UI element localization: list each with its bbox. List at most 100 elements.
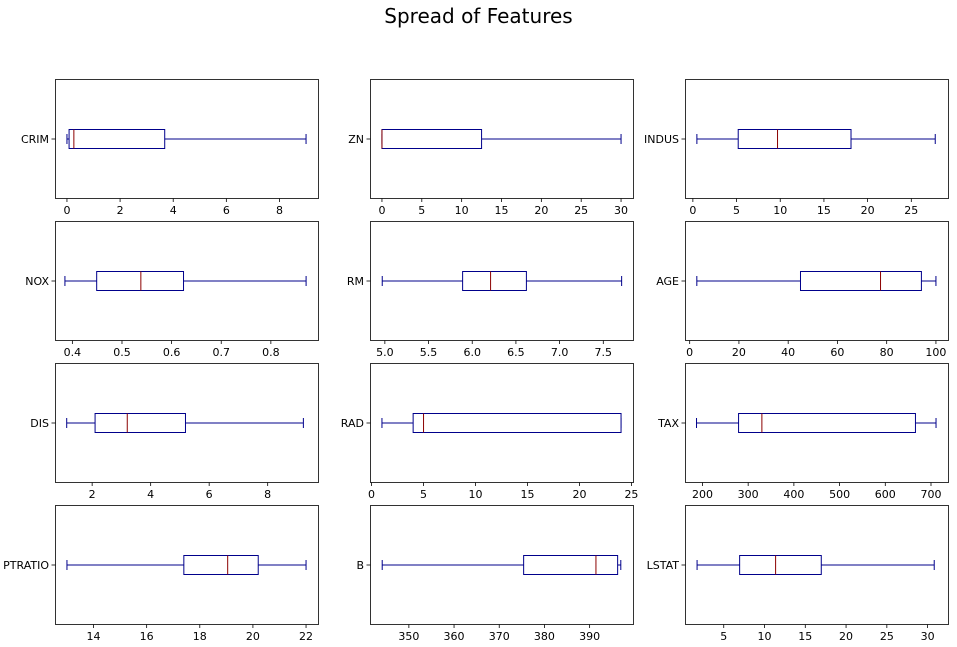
x-tick-label: 380 bbox=[534, 630, 555, 643]
y-tick-label: CRIM bbox=[21, 133, 49, 146]
x-tick-label: 100 bbox=[925, 346, 946, 359]
x-tick-label: 10 bbox=[469, 488, 483, 501]
x-tick-label: 5 bbox=[733, 204, 740, 217]
x-tick-label: 0.5 bbox=[113, 346, 131, 359]
subplot-tax: TAX 200 300 400 500 600 700 bbox=[657, 363, 949, 501]
x-tick-label: 30 bbox=[614, 204, 628, 217]
x-tick-label: 20 bbox=[861, 204, 875, 217]
subplot-zn: ZN 0 5 10 15 20 25 30 bbox=[348, 79, 634, 217]
iqr-box bbox=[412, 413, 622, 433]
subplot-rm: RM 5.0 5.5 6.0 6.5 7.0 7.5 bbox=[347, 221, 634, 359]
y-tick-label: LSTAT bbox=[647, 559, 680, 572]
subplot-age: AGE 0 20 40 60 80 100 bbox=[656, 221, 949, 359]
subplot-b: B 350 360 370 380 390 bbox=[356, 505, 634, 643]
x-tick-label: 8 bbox=[264, 488, 271, 501]
iqr-box bbox=[739, 555, 822, 575]
x-tick-label: 40 bbox=[781, 346, 795, 359]
y-tick-label: TAX bbox=[657, 417, 679, 430]
x-tick-label: 4 bbox=[147, 488, 154, 501]
x-tick-label: 80 bbox=[880, 346, 894, 359]
x-tick-label: 2 bbox=[117, 204, 124, 217]
x-tick-label: 200 bbox=[692, 488, 713, 501]
x-tick-label: 6.0 bbox=[463, 346, 481, 359]
subplot-lstat: LSTAT 5 10 15 20 25 30 bbox=[647, 505, 949, 643]
x-tick-label: 300 bbox=[738, 488, 759, 501]
y-tick-label: ZN bbox=[348, 133, 364, 146]
x-tick-label: 18 bbox=[193, 630, 207, 643]
y-tick-label: NOX bbox=[25, 275, 49, 288]
subplot-nox: NOX 0.4 0.5 0.6 0.7 0.8 bbox=[25, 221, 319, 359]
x-tick-label: 5 bbox=[720, 630, 727, 643]
iqr-box bbox=[381, 129, 483, 149]
x-tick-label: 20 bbox=[572, 488, 586, 501]
iqr-box bbox=[68, 129, 166, 149]
x-tick-label: 2 bbox=[89, 488, 96, 501]
x-tick-label: 20 bbox=[732, 346, 746, 359]
x-tick-label: 25 bbox=[880, 630, 894, 643]
x-tick-label: 25 bbox=[904, 204, 918, 217]
x-tick-label: 0 bbox=[686, 346, 693, 359]
x-tick-label: 5 bbox=[418, 204, 425, 217]
x-tick-label: 20 bbox=[534, 204, 548, 217]
x-tick-label: 6 bbox=[223, 204, 230, 217]
x-tick-label: 30 bbox=[921, 630, 935, 643]
iqr-box bbox=[94, 413, 186, 433]
x-tick-label: 10 bbox=[758, 630, 772, 643]
iqr-box bbox=[738, 413, 916, 433]
x-tick-label: 15 bbox=[817, 204, 831, 217]
iqr-box bbox=[96, 271, 185, 291]
x-tick-label: 10 bbox=[455, 204, 469, 217]
x-tick-label: 8 bbox=[276, 204, 283, 217]
x-tick-label: 600 bbox=[875, 488, 896, 501]
x-tick-label: 5.5 bbox=[420, 346, 438, 359]
subplot-rad: RAD 0 5 10 15 20 25 bbox=[341, 363, 638, 501]
x-tick-label: 500 bbox=[829, 488, 850, 501]
y-tick-label: AGE bbox=[656, 275, 679, 288]
y-tick-label: RM bbox=[347, 275, 364, 288]
x-tick-label: 7.0 bbox=[551, 346, 569, 359]
y-tick-label: DIS bbox=[30, 417, 49, 430]
x-tick-label: 5.0 bbox=[376, 346, 394, 359]
x-tick-label: 22 bbox=[299, 630, 313, 643]
x-tick-label: 0.7 bbox=[212, 346, 230, 359]
x-tick-label: 350 bbox=[398, 630, 419, 643]
iqr-box bbox=[799, 271, 922, 291]
x-tick-label: 390 bbox=[579, 630, 600, 643]
x-tick-label: 4 bbox=[170, 204, 177, 217]
x-tick-label: 0 bbox=[368, 488, 375, 501]
x-tick-label: 20 bbox=[246, 630, 260, 643]
iqr-box bbox=[462, 271, 527, 291]
x-tick-label: 15 bbox=[798, 630, 812, 643]
iqr-box bbox=[523, 555, 619, 575]
x-tick-label: 10 bbox=[773, 204, 787, 217]
x-tick-label: 360 bbox=[444, 630, 465, 643]
y-tick-label: RAD bbox=[341, 417, 364, 430]
y-tick-label: INDUS bbox=[644, 133, 679, 146]
x-tick-label: 15 bbox=[495, 204, 509, 217]
x-tick-label: 700 bbox=[920, 488, 941, 501]
x-tick-label: 25 bbox=[624, 488, 638, 501]
x-tick-label: 0.4 bbox=[64, 346, 82, 359]
subplot-indus: INDUS 0 5 10 15 20 25 bbox=[644, 79, 949, 217]
x-tick-label: 15 bbox=[520, 488, 534, 501]
x-tick-label: 0 bbox=[689, 204, 696, 217]
x-tick-label: 7.5 bbox=[595, 346, 613, 359]
x-tick-label: 400 bbox=[783, 488, 804, 501]
x-tick-label: 6 bbox=[206, 488, 213, 501]
x-tick-label: 0.8 bbox=[262, 346, 280, 359]
y-tick-label: B bbox=[356, 559, 364, 572]
x-tick-label: 370 bbox=[489, 630, 510, 643]
x-tick-label: 14 bbox=[87, 630, 101, 643]
x-tick-label: 0.6 bbox=[163, 346, 181, 359]
subplot-ptratio: PTRATIO 14 16 18 20 22 bbox=[3, 505, 319, 643]
x-tick-label: 16 bbox=[140, 630, 154, 643]
x-tick-label: 6.5 bbox=[507, 346, 525, 359]
x-tick-label: 20 bbox=[839, 630, 853, 643]
x-tick-label: 0 bbox=[378, 204, 385, 217]
figure-title: Spread of Features bbox=[384, 4, 573, 28]
subplot-dis: DIS 2 4 6 8 bbox=[30, 363, 319, 501]
x-tick-label: 0 bbox=[63, 204, 70, 217]
x-tick-label: 5 bbox=[420, 488, 427, 501]
y-tick-label: PTRATIO bbox=[3, 559, 49, 572]
